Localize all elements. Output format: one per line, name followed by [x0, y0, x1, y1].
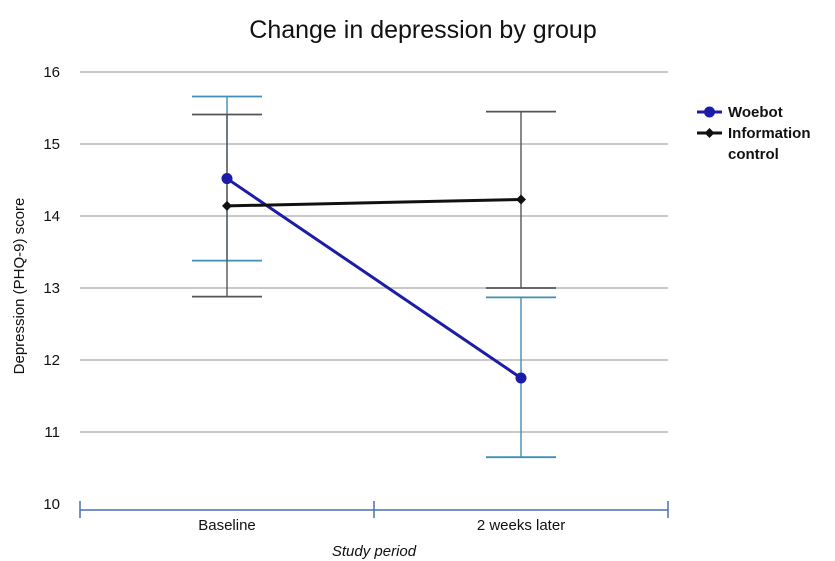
x-axis-label: Study period: [332, 543, 417, 560]
y-tick-label: 13: [43, 280, 60, 297]
y-tick-label: 14: [43, 208, 60, 225]
y-tick-label: 12: [43, 352, 60, 369]
x-axis: [79, 501, 669, 518]
legend: Woebot Information control: [697, 104, 811, 163]
y-tick-label: 10: [43, 496, 60, 513]
data-point: [221, 173, 233, 185]
legend-marker: [704, 106, 715, 118]
x-axis-tick-labels: Baseline 2 weeks later: [198, 517, 565, 534]
chart-title: Change in depression by group: [249, 16, 596, 44]
series-line: [226, 197, 522, 208]
legend-label: Information: [728, 125, 811, 142]
y-axis-label: Depression (PHQ-9) score: [11, 198, 28, 375]
legend-item: Woebot: [697, 104, 783, 121]
plot-series: [192, 95, 556, 459]
y-tick-label: 11: [44, 424, 60, 441]
y-axis-tick-labels: 10 11 12 13 14 15 16: [43, 64, 60, 513]
data-point: [515, 372, 527, 384]
data-point: [222, 200, 232, 211]
legend-label: control: [728, 146, 779, 163]
x-tick-label: Baseline: [198, 517, 256, 534]
legend-marker: [704, 128, 715, 138]
y-tick-label: 16: [43, 64, 60, 81]
data-point: [516, 194, 526, 205]
grid-layer: [80, 71, 668, 433]
x-tick-label: 2 weeks later: [477, 517, 565, 534]
y-tick-label: 15: [43, 136, 60, 153]
legend-item: Information control: [697, 125, 811, 163]
series-line: [226, 177, 522, 380]
legend-label: Woebot: [728, 104, 783, 121]
